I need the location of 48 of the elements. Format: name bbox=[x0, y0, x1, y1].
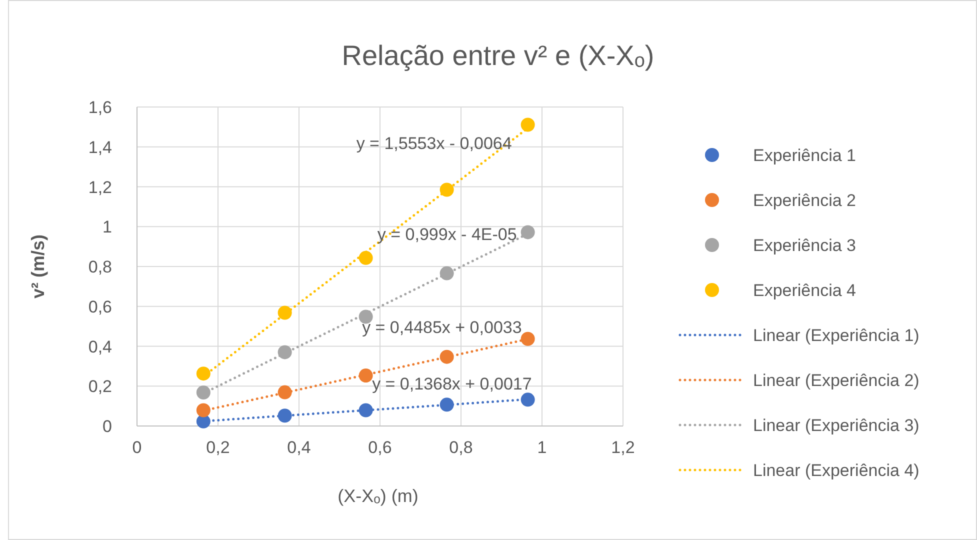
point bbox=[440, 266, 454, 280]
y-axis-title: v² (m/s) bbox=[28, 234, 48, 299]
y-tick-label: 0 bbox=[102, 417, 112, 436]
y-tick-label: 0,8 bbox=[88, 258, 112, 276]
y-tick-label: 1,2 bbox=[88, 178, 112, 197]
annotation: y = 0,1368x + 0,0017 bbox=[372, 374, 532, 394]
y-tick-label: 1 bbox=[102, 218, 112, 237]
point bbox=[196, 366, 210, 381]
x-axis-title: (X-Xₒ) (m) bbox=[338, 486, 418, 506]
point bbox=[196, 403, 210, 418]
chart-title: Relação entre v² e (X-Xₒ) bbox=[342, 40, 654, 71]
x-tick-label: 0,4 bbox=[287, 438, 311, 457]
point bbox=[278, 408, 292, 423]
legend-label: Experiência 1 bbox=[753, 146, 856, 165]
x-tick-label: 0 bbox=[132, 438, 142, 457]
x-tick-label: 0,8 bbox=[449, 438, 473, 457]
legend-label: Experiência 4 bbox=[753, 281, 856, 300]
legend-label: Experiência 2 bbox=[753, 191, 856, 210]
x-tick-label: 0,6 bbox=[368, 438, 392, 457]
legend-label: Experiência 3 bbox=[753, 236, 856, 255]
point bbox=[520, 332, 535, 346]
x-tick-label: 0,2 bbox=[206, 438, 230, 457]
y-tick-label: 0,6 bbox=[88, 297, 112, 316]
annotation: y = 0,999x - 4E-05 bbox=[377, 224, 517, 244]
legend-label: Linear (Experiência 3) bbox=[753, 416, 920, 435]
y-tick-label: 1,4 bbox=[88, 138, 112, 157]
legend-label: Linear (Experiência 2) bbox=[753, 371, 920, 390]
point bbox=[520, 118, 535, 132]
point bbox=[278, 306, 292, 320]
point bbox=[358, 368, 373, 383]
legend-label: Linear (Experiência 4) bbox=[753, 461, 920, 480]
legend-label: Linear (Experiência 1) bbox=[753, 326, 920, 345]
point bbox=[196, 386, 210, 400]
point bbox=[358, 403, 373, 418]
point bbox=[440, 182, 454, 197]
point bbox=[520, 392, 535, 407]
point bbox=[358, 310, 373, 324]
y-tick-label: 0,4 bbox=[88, 337, 112, 356]
annotation: y = 1,5553x - 0,0064 bbox=[356, 134, 512, 154]
annotation: y = 0,4485x + 0,0033 bbox=[362, 318, 522, 338]
y-tick-label: 1,6 bbox=[88, 98, 112, 117]
point bbox=[358, 250, 373, 265]
y-tick-label: 0,2 bbox=[88, 377, 112, 396]
point bbox=[520, 225, 535, 240]
x-tick-label: 1 bbox=[537, 438, 547, 457]
point bbox=[278, 385, 292, 400]
point bbox=[440, 350, 454, 364]
x-tick-label: 1,2 bbox=[611, 438, 635, 457]
